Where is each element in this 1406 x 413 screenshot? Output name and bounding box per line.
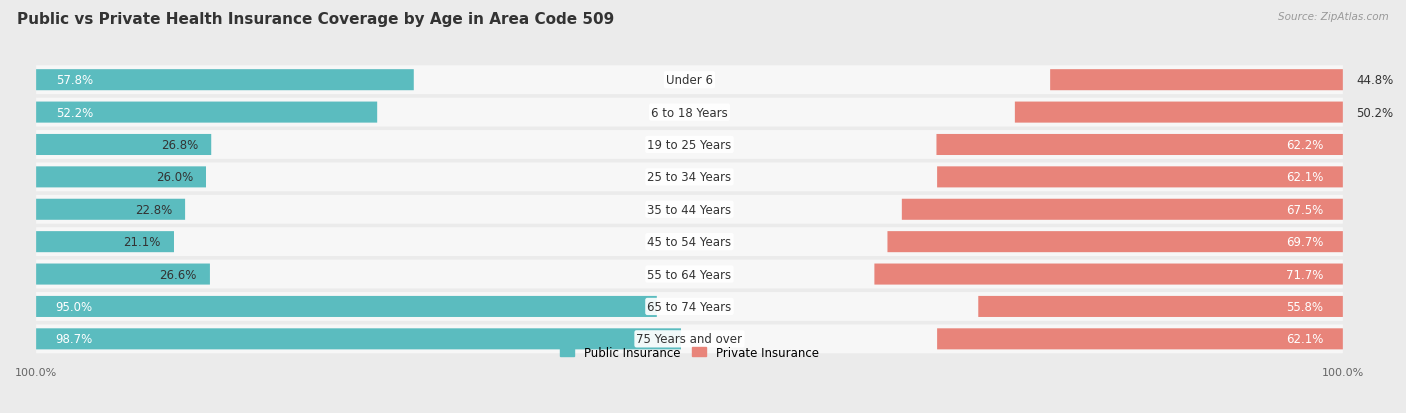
FancyBboxPatch shape [37, 228, 1343, 256]
Text: 95.0%: 95.0% [56, 300, 93, 313]
Text: 62.1%: 62.1% [1286, 171, 1323, 184]
Text: 52.2%: 52.2% [56, 106, 93, 119]
FancyBboxPatch shape [936, 135, 1343, 156]
FancyBboxPatch shape [37, 292, 1343, 321]
Text: 26.6%: 26.6% [159, 268, 197, 281]
Text: 25 to 34 Years: 25 to 34 Years [647, 171, 731, 184]
Text: 22.8%: 22.8% [135, 203, 172, 216]
FancyBboxPatch shape [875, 264, 1343, 285]
Text: 98.7%: 98.7% [56, 332, 93, 346]
FancyBboxPatch shape [37, 163, 1343, 192]
FancyBboxPatch shape [887, 232, 1343, 253]
Text: Under 6: Under 6 [666, 74, 713, 87]
Text: 21.1%: 21.1% [124, 235, 160, 249]
Text: 55 to 64 Years: 55 to 64 Years [647, 268, 731, 281]
Text: 57.8%: 57.8% [56, 74, 93, 87]
FancyBboxPatch shape [37, 195, 1343, 224]
FancyBboxPatch shape [37, 232, 174, 253]
Text: 55.8%: 55.8% [1286, 300, 1323, 313]
FancyBboxPatch shape [37, 98, 1343, 127]
Text: 26.8%: 26.8% [160, 139, 198, 152]
Text: 6 to 18 Years: 6 to 18 Years [651, 106, 728, 119]
FancyBboxPatch shape [37, 70, 413, 91]
Text: 45 to 54 Years: 45 to 54 Years [647, 235, 731, 249]
Text: 62.1%: 62.1% [1286, 332, 1323, 346]
FancyBboxPatch shape [37, 199, 186, 220]
FancyBboxPatch shape [938, 328, 1343, 349]
FancyBboxPatch shape [37, 260, 1343, 289]
FancyBboxPatch shape [1050, 70, 1343, 91]
FancyBboxPatch shape [37, 264, 209, 285]
FancyBboxPatch shape [979, 296, 1343, 317]
FancyBboxPatch shape [37, 296, 657, 317]
FancyBboxPatch shape [37, 102, 377, 123]
Text: 44.8%: 44.8% [1355, 74, 1393, 87]
FancyBboxPatch shape [37, 167, 207, 188]
Text: 19 to 25 Years: 19 to 25 Years [647, 139, 731, 152]
Text: 62.2%: 62.2% [1286, 139, 1323, 152]
FancyBboxPatch shape [901, 199, 1343, 220]
Text: 71.7%: 71.7% [1286, 268, 1323, 281]
Text: 67.5%: 67.5% [1286, 203, 1323, 216]
FancyBboxPatch shape [37, 135, 211, 156]
Text: Source: ZipAtlas.com: Source: ZipAtlas.com [1278, 12, 1389, 22]
FancyBboxPatch shape [938, 167, 1343, 188]
Text: 50.2%: 50.2% [1355, 106, 1393, 119]
Legend: Public Insurance, Private Insurance: Public Insurance, Private Insurance [555, 341, 824, 363]
FancyBboxPatch shape [37, 131, 1343, 159]
Text: Public vs Private Health Insurance Coverage by Age in Area Code 509: Public vs Private Health Insurance Cover… [17, 12, 614, 27]
Text: 69.7%: 69.7% [1286, 235, 1323, 249]
Text: 65 to 74 Years: 65 to 74 Years [647, 300, 731, 313]
Text: 26.0%: 26.0% [156, 171, 193, 184]
Text: 75 Years and over: 75 Years and over [637, 332, 742, 346]
FancyBboxPatch shape [37, 325, 1343, 354]
FancyBboxPatch shape [37, 66, 1343, 95]
FancyBboxPatch shape [1015, 102, 1343, 123]
Text: 35 to 44 Years: 35 to 44 Years [647, 203, 731, 216]
FancyBboxPatch shape [37, 328, 681, 349]
